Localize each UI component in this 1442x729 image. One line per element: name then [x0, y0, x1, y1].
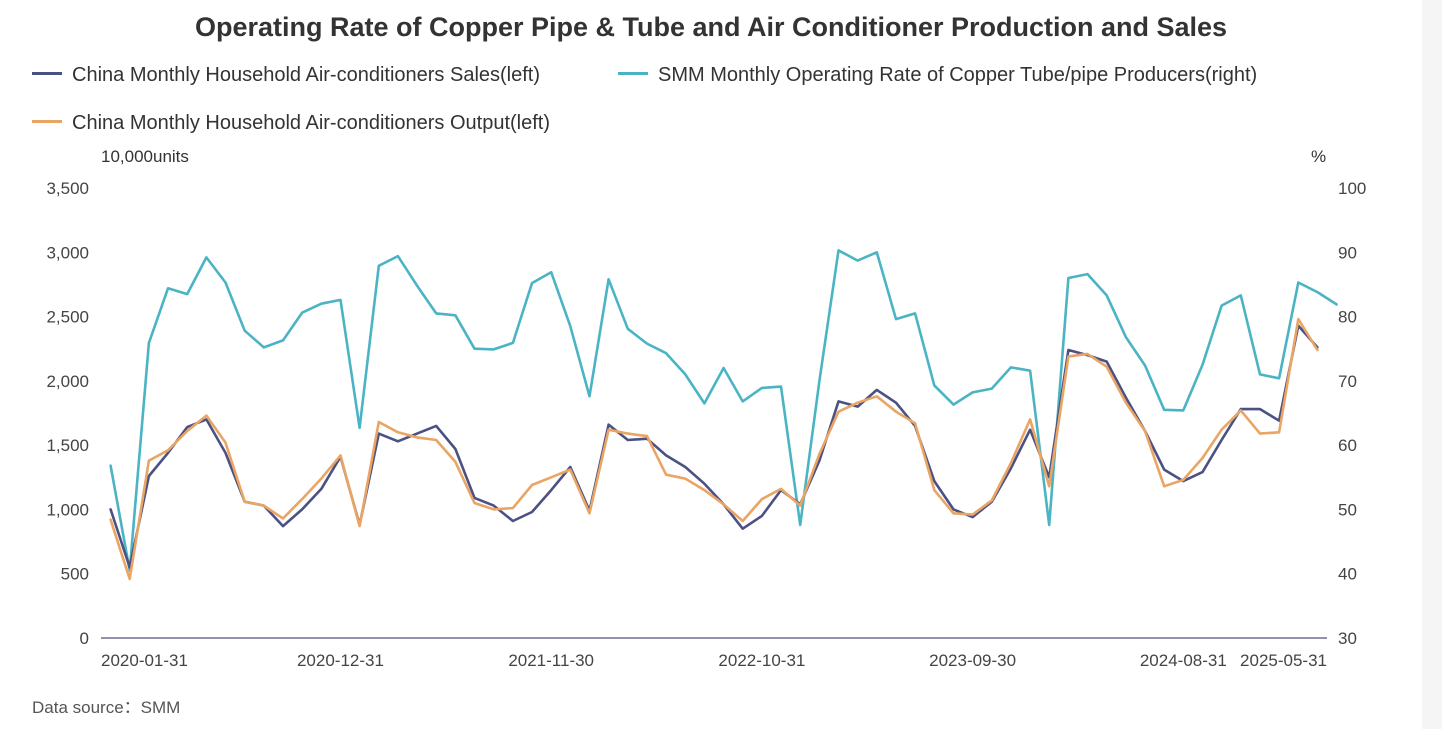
series-line-operating-rate — [109, 249, 1338, 572]
chart-title: Operating Rate of Copper Pipe & Tube and… — [194, 12, 1228, 42]
left-y-tick-label: 2,500 — [46, 308, 89, 327]
right-y-tick-label: 80 — [1338, 308, 1357, 327]
x-tick-label: 2024-08-31 — [1140, 651, 1227, 670]
left-axis-unit: 10,000units — [101, 147, 189, 166]
legend-label-output: China Monthly Household Air-conditioners… — [72, 112, 551, 134]
legend-item-sales[interactable]: China Monthly Household Air-conditioners… — [32, 64, 540, 87]
series-layer — [109, 249, 1338, 581]
legend-label-operating-rate: SMM Monthly Operating Rate of Copper Tub… — [658, 64, 1258, 86]
right-edge-strip — [1422, 0, 1442, 729]
left-y-tick-label: 1,000 — [46, 500, 89, 519]
x-tick-label: 2020-01-31 — [101, 651, 188, 670]
right-y-axis: 30 40 50 60 70 80 90 100 — [1338, 179, 1366, 648]
series-line-output — [109, 317, 1319, 581]
x-tick-label: 2022-10-31 — [718, 651, 805, 670]
left-y-tick-label: 0 — [80, 629, 89, 648]
legend-item-operating-rate[interactable]: SMM Monthly Operating Rate of Copper Tub… — [618, 64, 1257, 87]
right-y-tick-label: 30 — [1338, 629, 1357, 648]
right-y-tick-label: 60 — [1338, 436, 1357, 455]
left-y-tick-label: 3,500 — [46, 179, 89, 198]
x-tick-label: 2023-09-30 — [929, 651, 1016, 670]
right-y-tick-label: 70 — [1338, 372, 1357, 391]
left-y-tick-label: 500 — [61, 565, 89, 584]
right-y-tick-label: 50 — [1338, 500, 1357, 519]
right-axis-unit: % — [1311, 147, 1327, 166]
legend-item-output[interactable]: China Monthly Household Air-conditioners… — [32, 112, 550, 135]
data-source-note: Data source：SMM — [32, 698, 181, 717]
series-line-sales — [109, 324, 1319, 569]
legend-swatch-operating-rate — [618, 72, 648, 76]
left-y-tick-label: 3,000 — [46, 243, 89, 262]
right-y-tick-label: 40 — [1338, 565, 1357, 584]
x-tick-label: 2025-05-31 — [1240, 651, 1327, 670]
left-y-tick-label: 2,000 — [46, 372, 89, 391]
x-tick-label: 2021-11-30 — [508, 651, 594, 670]
x-axis: 2020-01-31 2020-12-31 2021-11-30 2022-10-31… — [101, 651, 1327, 670]
left-y-tick-label: 1,500 — [46, 436, 89, 455]
legend-swatch-sales — [32, 72, 62, 76]
legend-label-sales: China Monthly Household Air-conditioners… — [72, 64, 541, 86]
left-y-axis: 0 500 1,000 1,500 2,000 2,500 3,000 3,500 — [46, 179, 89, 648]
right-y-tick-label: 100 — [1338, 179, 1366, 198]
x-tick-label: 2020-12-31 — [297, 651, 384, 670]
right-y-tick-label: 90 — [1338, 243, 1357, 262]
legend-swatch-output — [32, 120, 62, 124]
